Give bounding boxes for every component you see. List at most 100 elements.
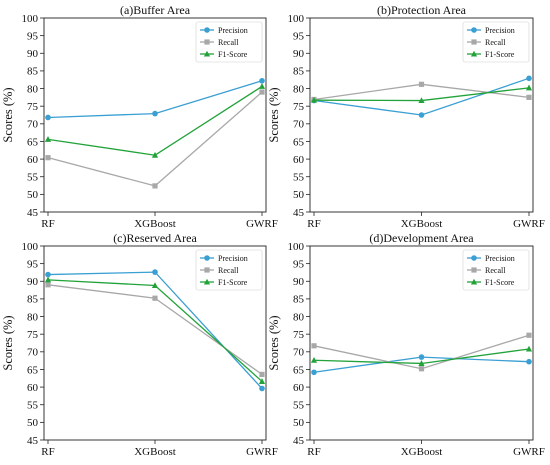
y-tick-label: 45 <box>27 435 39 447</box>
y-tick-label: 70 <box>293 119 305 131</box>
legend-marker <box>203 50 211 57</box>
legend-marker <box>470 278 478 285</box>
chart-panel-3: 45 50 55 60 65 70 75 80 85 90 95 100 RF XGBoost GWRF (c… <box>1 231 278 458</box>
y-tick-label: 50 <box>27 417 39 429</box>
legend-item: Recall <box>467 266 506 275</box>
y-tick-label: 90 <box>27 276 39 288</box>
legend: Precision Recall F1-Score <box>195 21 263 63</box>
y-tick-label: 65 <box>27 136 39 148</box>
y-tick-label: 85 <box>293 66 305 78</box>
legend-marker <box>471 267 477 273</box>
y-tick-label: 55 <box>27 172 39 184</box>
y-tick-label: 95 <box>27 30 39 42</box>
chart-title: (b)Protection Area <box>377 3 467 17</box>
y-tick-label: 65 <box>293 136 305 148</box>
data-point <box>152 110 158 117</box>
legend-label: Precision <box>218 26 248 35</box>
y-tick-label: 60 <box>293 154 305 166</box>
legend-label: Precision <box>485 254 515 263</box>
y-tick-label: 95 <box>293 258 305 270</box>
chart-panel-1: 45 50 55 60 65 70 75 80 85 90 95 100 RF XGBoost GWRF (a… <box>1 3 278 230</box>
y-tick-label: 100 <box>288 13 305 25</box>
y-tick-label: 75 <box>27 101 39 113</box>
series-f1-score <box>310 84 533 104</box>
chart-panel-2: 45 50 55 60 65 70 75 80 85 90 95 100 RF XGBoost GWRF (b… <box>267 3 545 230</box>
data-point <box>152 295 158 301</box>
legend-marker <box>203 278 211 285</box>
x-tick-label: RF <box>41 446 54 458</box>
y-tick-label: 75 <box>27 329 39 341</box>
y-tick-label: 90 <box>293 276 305 288</box>
legend-label: Precision <box>485 26 515 35</box>
legend-label: F1-Score <box>485 278 515 287</box>
y-axis-label: Scores (%) <box>267 87 281 142</box>
series-f1-score <box>44 276 266 384</box>
y-tick-label: 60 <box>293 382 305 394</box>
data-point <box>418 360 425 366</box>
x-tick-label: GWRF <box>513 218 545 230</box>
data-point <box>45 282 51 288</box>
chart-panel-4: 45 50 55 60 65 70 75 80 85 90 95 100 RF XGBoost GWRF (d… <box>267 231 545 458</box>
y-tick-label: 80 <box>293 83 305 95</box>
legend-marker <box>204 267 210 273</box>
data-point <box>418 81 425 87</box>
legend-item: Precision <box>467 26 515 35</box>
x-tick-label: RF <box>307 218 320 230</box>
legend-item: Precision <box>200 26 248 35</box>
legend-item: F1-Score <box>200 50 248 59</box>
legend-label: Recall <box>485 38 506 47</box>
y-tick-label: 75 <box>293 329 305 341</box>
legend-box <box>462 21 530 63</box>
y-tick-label: 45 <box>27 207 39 219</box>
series-f1-score <box>310 345 533 366</box>
y-tick-label: 80 <box>27 311 39 323</box>
y-tick-label: 80 <box>27 83 39 95</box>
data-point <box>525 84 533 91</box>
x-tick-label: RF <box>307 446 320 458</box>
y-tick-label: 85 <box>27 294 39 306</box>
legend: Precision Recall F1-Score <box>195 249 263 291</box>
legend-marker <box>471 255 477 261</box>
chart-title: (d)Development Area <box>369 231 474 245</box>
legend-item: F1-Score <box>467 278 515 287</box>
data-point <box>418 366 425 372</box>
data-point <box>151 151 159 158</box>
chart-title: (a)Buffer Area <box>120 3 191 17</box>
x-tick-label: XGBoost <box>401 446 443 458</box>
data-point <box>526 332 532 338</box>
y-tick-label: 70 <box>27 347 39 359</box>
series-precision <box>45 77 265 121</box>
y-axis-label: Scores (%) <box>1 87 15 142</box>
y-tick-label: 55 <box>293 400 305 412</box>
x-tick-label: GWRF <box>513 446 545 458</box>
data-point <box>45 155 51 161</box>
series-f1-score <box>44 83 266 158</box>
data-point <box>45 114 51 121</box>
data-point <box>259 77 265 84</box>
legend-label: F1-Score <box>485 50 515 59</box>
y-axis-label: Scores (%) <box>1 315 15 370</box>
y-tick-label: 70 <box>27 119 39 131</box>
legend-item: Recall <box>467 38 506 47</box>
legend-item: Recall <box>200 38 239 47</box>
data-point <box>45 271 51 278</box>
data-point <box>151 282 159 289</box>
data-point <box>310 96 318 103</box>
data-point <box>418 97 425 104</box>
y-tick-label: 90 <box>27 48 39 60</box>
data-point <box>44 276 52 283</box>
y-tick-label: 80 <box>293 311 305 323</box>
data-point <box>259 89 265 95</box>
y-tick-label: 55 <box>27 400 39 412</box>
data-point <box>152 269 158 275</box>
legend-marker <box>204 39 210 45</box>
series-precision <box>311 354 532 376</box>
data-point <box>259 385 265 392</box>
data-point <box>310 356 318 363</box>
legend-marker <box>471 39 477 45</box>
series-recall <box>45 89 265 189</box>
series-line <box>47 279 263 382</box>
y-tick-label: 90 <box>293 48 305 60</box>
chart-title: (c)Reserved Area <box>113 231 197 245</box>
y-tick-label: 70 <box>293 347 305 359</box>
